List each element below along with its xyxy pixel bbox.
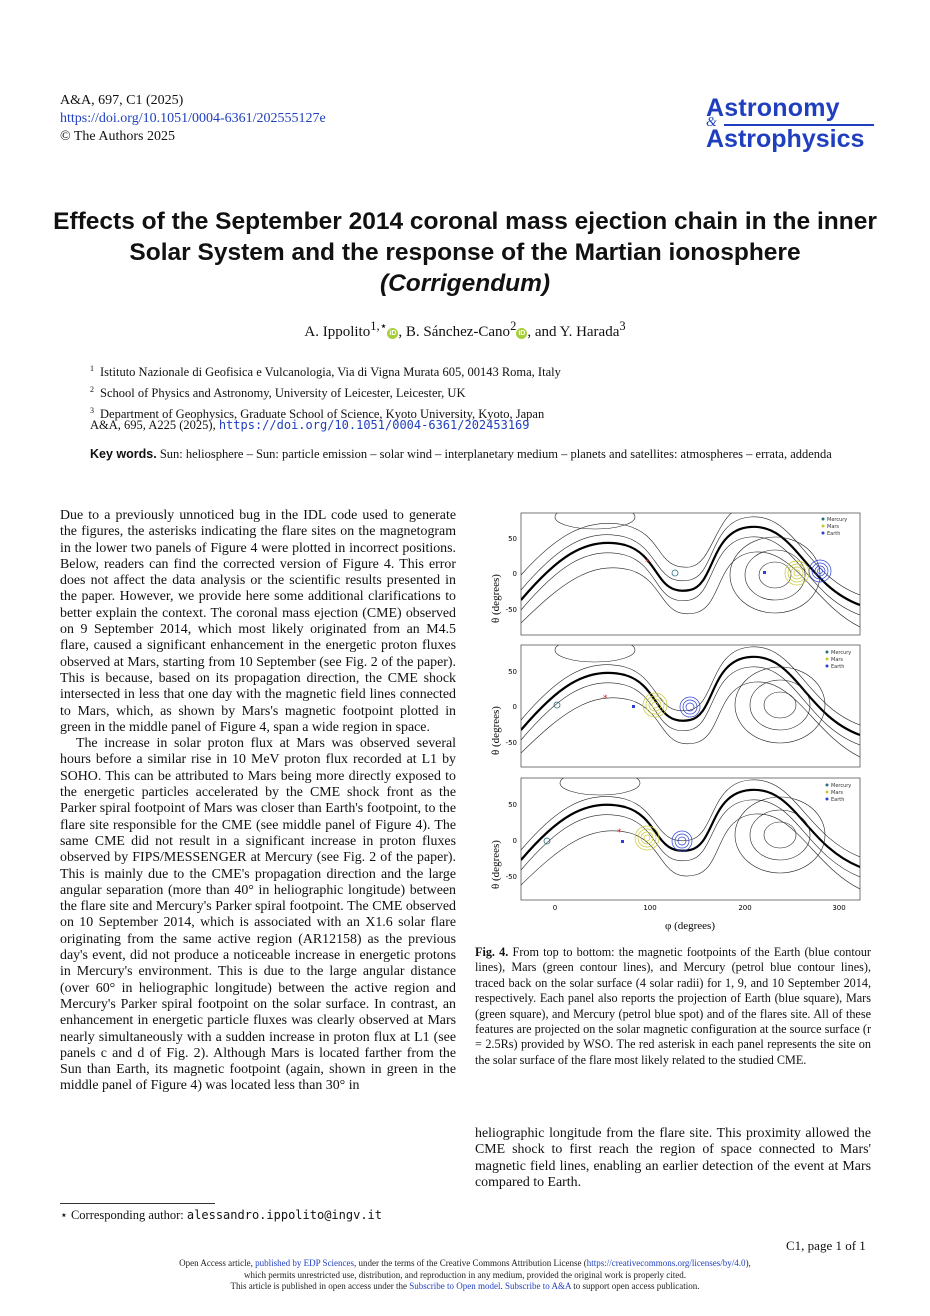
- affiliation-2: 2 School of Physics and Astronomy, Univer…: [90, 385, 466, 401]
- keywords: Key words. Sun: heliosphere – Sun: parti…: [90, 446, 850, 462]
- citation: A&A, 697, C1 (2025): [60, 93, 184, 108]
- author-3: Y. Harada: [559, 324, 620, 340]
- x-axis-label: φ (degrees): [665, 920, 715, 932]
- journal-logo: Astronomy & Astrophysics: [706, 94, 876, 154]
- xtick-200: 200: [738, 904, 751, 912]
- affiliation-3: 3 Department of Geophysics, Graduate Scho…: [90, 406, 545, 422]
- s2o-link[interactable]: Subscribe to Open model: [409, 1281, 501, 1291]
- figure-4: * Mercury Mars Earth 50 0 -50 θ (degrees…: [475, 505, 870, 935]
- legend-mars: Mars: [831, 657, 843, 663]
- ytick-50: 50: [508, 801, 517, 809]
- legend-earth: Earth: [831, 797, 844, 803]
- ytick-0: 0: [513, 703, 517, 711]
- flare-asterisk: *: [603, 694, 608, 704]
- paragraph-1: Due to a previously unnoticed bug in the…: [60, 508, 456, 735]
- caption-text: From top to bottom: the magnetic footpoi…: [475, 945, 871, 1067]
- orcid-icon[interactable]: iD: [387, 328, 399, 339]
- xtick-300: 300: [832, 904, 845, 912]
- author-1: A. Ippolito: [304, 324, 371, 340]
- figure-panel-3: * Mercury Mars Earth 50 0 -50 θ (degrees…: [490, 777, 861, 901]
- legend-earth: Earth: [827, 531, 840, 537]
- corresponding-author-footnote: ⋆ Corresponding author: alessandro.ippol…: [60, 1208, 382, 1222]
- figure-panel-1: * Mercury Mars Earth 50 0 -50 θ (degrees…: [490, 512, 861, 636]
- page-number: C1, page 1 of 1: [786, 1238, 866, 1253]
- legend-earth: Earth: [831, 664, 844, 670]
- author-2: B. Sánchez-Cano: [405, 324, 511, 340]
- ytick-0: 0: [513, 837, 517, 845]
- ytick-50: 50: [508, 535, 517, 543]
- legend-mercury: Mercury: [831, 783, 851, 789]
- original-article-reference: A&A, 695, A225 (2025), https://doi.org/1…: [90, 418, 530, 432]
- author-email[interactable]: alessandro.ippolito@ingv.it: [186, 1208, 382, 1222]
- edp-link[interactable]: published by EDP Sciences: [255, 1258, 355, 1268]
- flare-asterisk: *: [645, 558, 650, 568]
- body-left-column: Due to a previously unnoticed bug in the…: [60, 508, 456, 1095]
- copyright: © The Authors 2025: [60, 129, 175, 144]
- orcid-icon[interactable]: iD: [516, 328, 528, 339]
- xtick-0: 0: [553, 904, 557, 912]
- y-axis-label: θ (degrees): [490, 706, 502, 755]
- legend-mars: Mars: [827, 524, 839, 530]
- figure-4-plot: * Mercury Mars Earth 50 0 -50 θ (degrees…: [490, 512, 861, 932]
- legend-mercury: Mercury: [827, 517, 847, 523]
- title-main: Effects of the September 2014 coronal ma…: [53, 208, 877, 266]
- open-access-footer: Open Access article, published by EDP Sc…: [179, 1258, 751, 1291]
- affiliations: 1 Istituto Nazionale di Geofisica e Vulca…: [90, 360, 561, 423]
- ytick-50: 50: [508, 668, 517, 676]
- body-right-column: heliographic longitude from the flare si…: [475, 1126, 871, 1190]
- legend-mars: Mars: [831, 790, 843, 796]
- author-list: A. Ippolito1,⋆iD, B. Sánchez-Cano2iD, an…: [304, 319, 626, 340]
- xtick-100: 100: [643, 904, 656, 912]
- caption-label: Fig. 4.: [475, 945, 509, 959]
- y-axis-label: θ (degrees): [490, 574, 502, 623]
- paragraph-2: The increase in solar proton flux at Mar…: [60, 736, 456, 1094]
- y-axis-label: θ (degrees): [490, 840, 502, 889]
- title-sub: (Corrigendum): [379, 270, 551, 297]
- ytick-neg50: -50: [506, 873, 517, 881]
- flare-asterisk: *: [617, 828, 622, 838]
- article-header: A&A, 697, C1 (2025) https://doi.org/10.1…: [60, 92, 326, 146]
- affiliation-1: 1 Istituto Nazionale di Geofisica e Vulca…: [90, 364, 561, 380]
- legend-mercury: Mercury: [831, 650, 851, 656]
- paper-title: Effects of the September 2014 coronal ma…: [40, 206, 890, 299]
- footnote-divider: [60, 1203, 215, 1204]
- keywords-text: Sun: heliosphere – Sun: particle emissio…: [159, 447, 832, 461]
- original-doi-link[interactable]: https://doi.org/10.1051/0004-6361/202453…: [218, 418, 530, 432]
- license-link[interactable]: https://creativecommons.org/licenses/by/…: [586, 1258, 746, 1268]
- ytick-neg50: -50: [506, 739, 517, 747]
- figure-panel-2: * Mercury Mars Earth 50 0 -50 θ (degrees…: [490, 644, 861, 768]
- figure-caption: Fig. 4. From top to bottom: the magnetic…: [475, 945, 871, 1068]
- subscribe-link[interactable]: Subscribe to A&A: [504, 1281, 571, 1291]
- doi-link[interactable]: https://doi.org/10.1051/0004-6361/202555…: [60, 111, 326, 126]
- ytick-neg50: -50: [506, 606, 517, 614]
- ytick-0: 0: [513, 570, 517, 578]
- keywords-label: Key words.: [90, 447, 157, 461]
